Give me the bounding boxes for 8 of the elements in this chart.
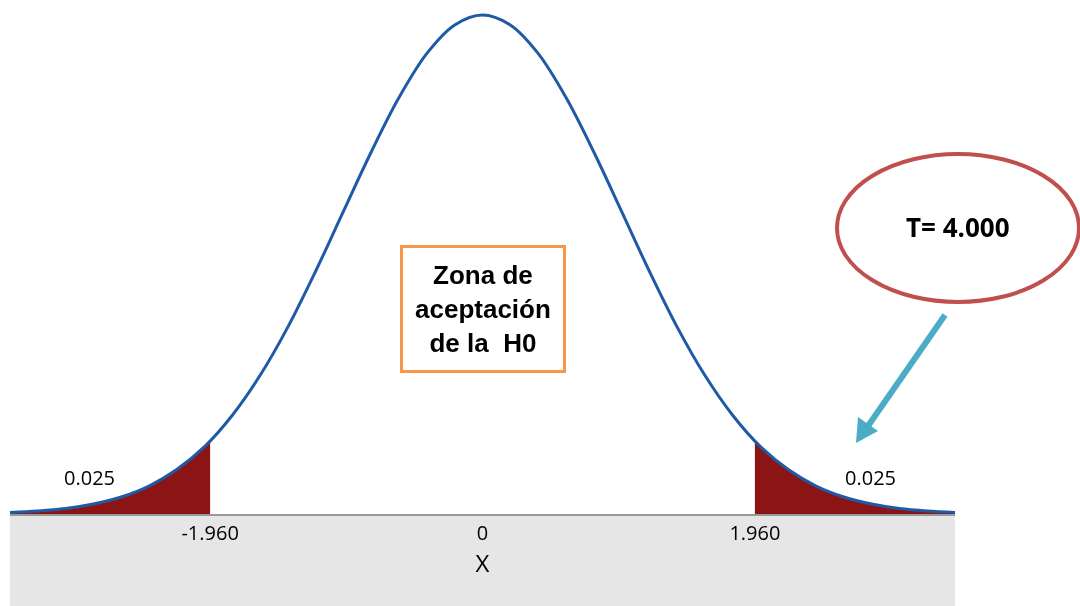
- x-tick-label: 0: [476, 519, 489, 546]
- annotation: T= 4.000: [906, 209, 1010, 245]
- x-tick-label: 1.960: [729, 519, 781, 546]
- annotation: 0.025: [64, 464, 115, 491]
- annotation: Zona de aceptación de la H0: [415, 260, 551, 358]
- annotation: 0.025: [845, 464, 896, 491]
- x-tick-label: -1.960: [181, 519, 239, 546]
- x-axis-title: X: [475, 546, 490, 579]
